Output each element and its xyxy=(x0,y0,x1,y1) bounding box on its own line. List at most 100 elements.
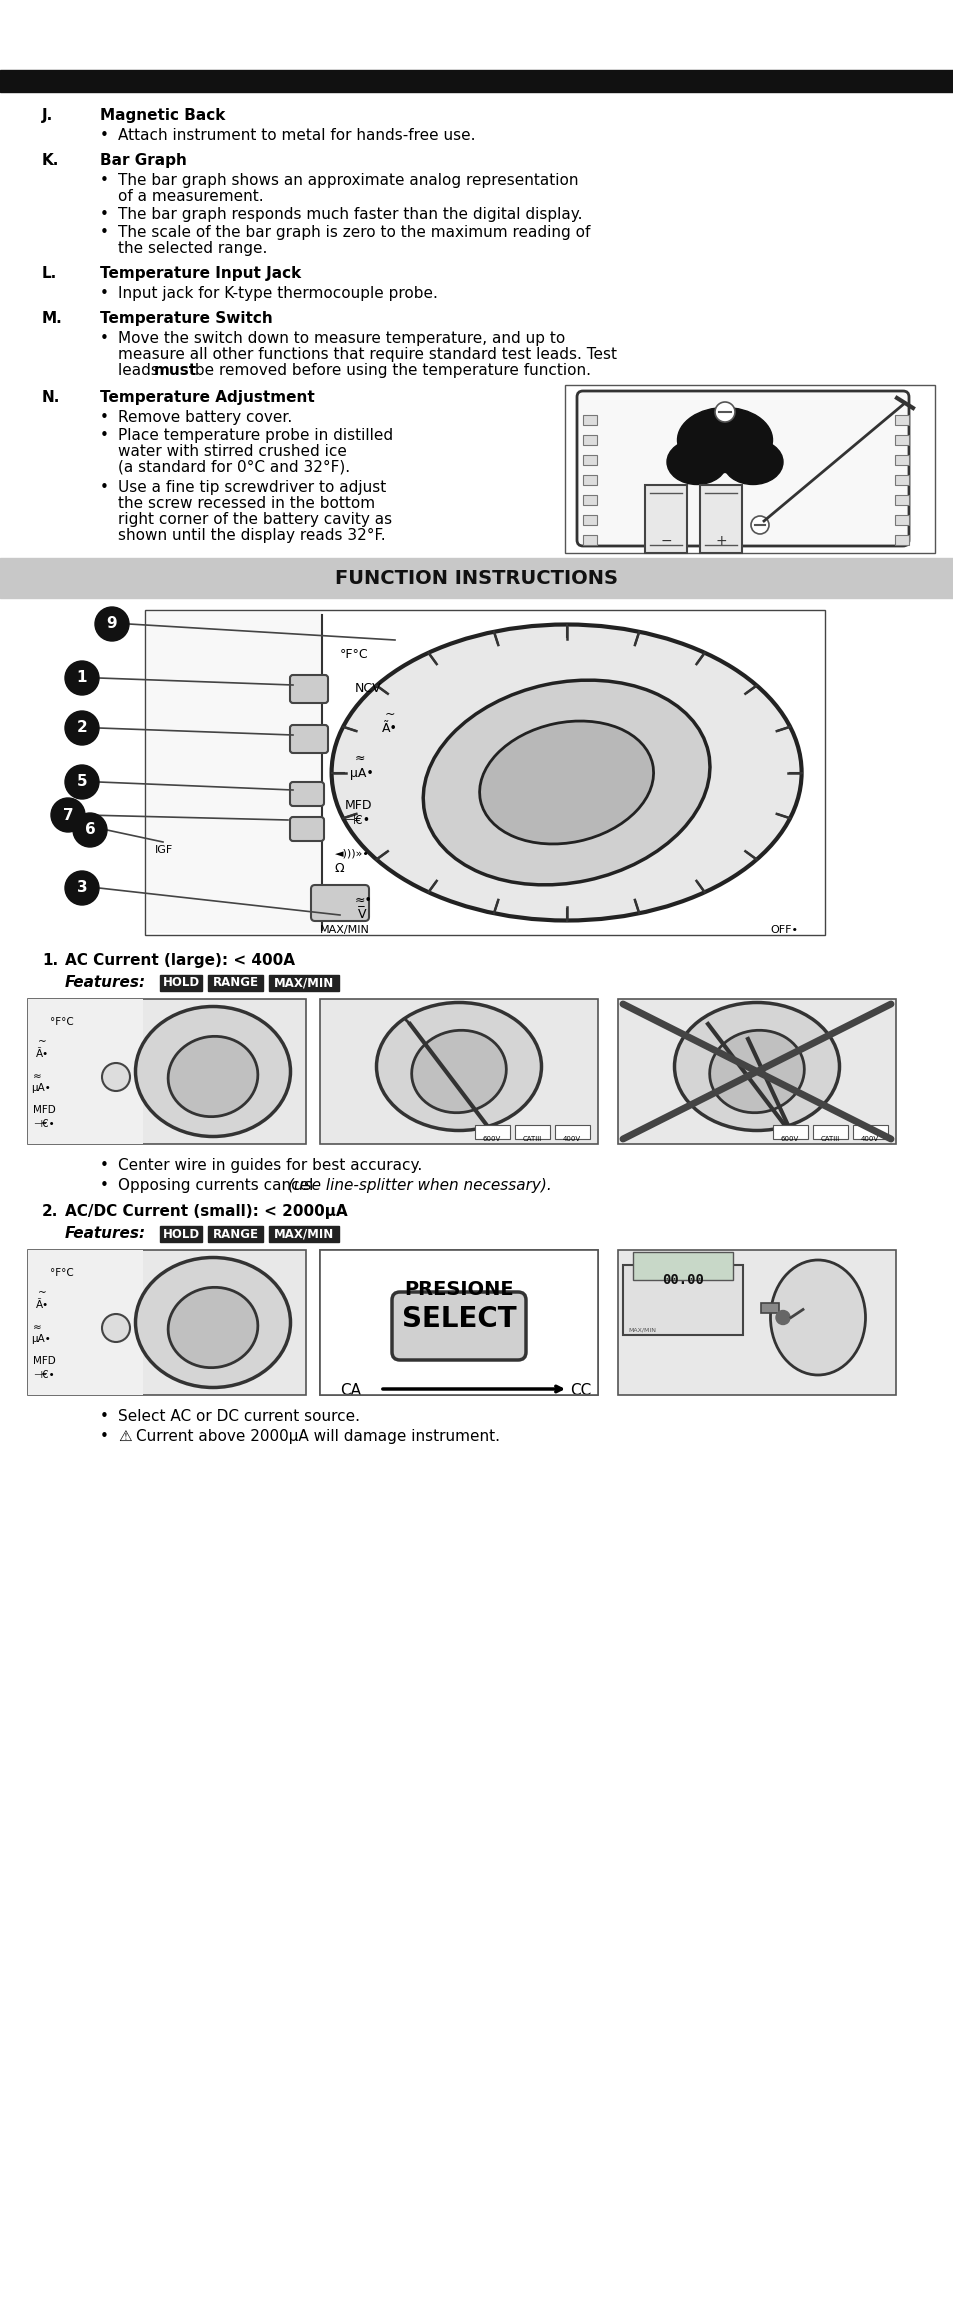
Bar xyxy=(582,436,597,445)
Bar xyxy=(319,999,598,1145)
Bar xyxy=(269,1226,338,1242)
Text: CATIII: CATIII xyxy=(522,1135,541,1142)
Text: AC Current (large): < 400A: AC Current (large): < 400A xyxy=(65,952,294,969)
Bar xyxy=(582,415,597,424)
Text: 3: 3 xyxy=(76,880,88,894)
Bar xyxy=(319,1249,598,1395)
Text: RANGE: RANGE xyxy=(213,975,258,989)
Text: Ã•: Ã• xyxy=(36,1300,49,1309)
Text: 00.00: 00.00 xyxy=(661,1272,703,1286)
Text: measure all other functions that require standard test leads. Test: measure all other functions that require… xyxy=(118,348,617,361)
Circle shape xyxy=(95,607,129,642)
Text: Features:: Features: xyxy=(65,975,146,989)
Bar xyxy=(894,514,908,526)
Bar xyxy=(700,484,741,554)
Bar xyxy=(28,999,143,1145)
Circle shape xyxy=(73,813,107,848)
Text: Ã•: Ã• xyxy=(36,1050,49,1059)
Text: of a measurement.: of a measurement. xyxy=(118,190,263,204)
Text: 5: 5 xyxy=(76,774,88,790)
Text: Place temperature probe in distilled: Place temperature probe in distilled xyxy=(118,429,393,443)
Bar xyxy=(28,1249,306,1395)
Text: •: • xyxy=(100,206,109,222)
Text: 7: 7 xyxy=(63,809,73,823)
Text: •: • xyxy=(100,480,109,496)
Text: shown until the display reads 32°F.: shown until the display reads 32°F. xyxy=(118,528,385,542)
Text: Bar Graph: Bar Graph xyxy=(100,153,187,169)
Text: Opposing currents cancel: Opposing currents cancel xyxy=(118,1177,318,1193)
Ellipse shape xyxy=(376,1003,541,1131)
Text: Features:: Features: xyxy=(65,1226,146,1242)
Text: ⊣€•: ⊣€• xyxy=(33,1369,54,1381)
Text: OFF•: OFF• xyxy=(769,924,797,936)
Bar xyxy=(564,385,934,554)
Text: The bar graph responds much faster than the digital display.: The bar graph responds much faster than … xyxy=(118,206,582,222)
Ellipse shape xyxy=(674,1003,839,1131)
Text: ⊣€•: ⊣€• xyxy=(345,813,371,827)
Circle shape xyxy=(102,1064,130,1091)
Bar xyxy=(894,535,908,544)
Text: Temperature Input Jack: Temperature Input Jack xyxy=(100,266,301,280)
FancyBboxPatch shape xyxy=(290,783,324,806)
Circle shape xyxy=(750,517,768,533)
Text: 1: 1 xyxy=(76,670,87,686)
Text: •: • xyxy=(100,285,109,301)
Text: Remove battery cover.: Remove battery cover. xyxy=(118,410,292,424)
FancyBboxPatch shape xyxy=(290,674,328,702)
Text: ≈: ≈ xyxy=(33,1323,42,1332)
Circle shape xyxy=(714,403,734,422)
Text: •: • xyxy=(100,1158,109,1172)
Bar xyxy=(582,454,597,466)
Text: J.: J. xyxy=(42,109,53,123)
Bar xyxy=(852,1126,887,1140)
Text: ~: ~ xyxy=(385,709,395,721)
Text: •: • xyxy=(100,127,109,144)
Text: SELECT: SELECT xyxy=(401,1304,516,1332)
Text: 2: 2 xyxy=(76,721,88,734)
Text: ≈: ≈ xyxy=(355,753,365,765)
Bar xyxy=(319,1249,598,1395)
Text: NCV: NCV xyxy=(355,681,381,695)
Text: ~: ~ xyxy=(38,1038,47,1047)
Circle shape xyxy=(65,660,99,695)
Text: ⊣€•: ⊣€• xyxy=(33,1119,54,1128)
Bar xyxy=(475,1126,510,1140)
Ellipse shape xyxy=(709,1031,803,1112)
Bar xyxy=(633,1251,732,1279)
Text: PRESIONE: PRESIONE xyxy=(404,1279,514,1300)
Text: 6: 6 xyxy=(85,823,95,836)
Ellipse shape xyxy=(332,626,801,920)
Text: (a standard for 0°C and 32°F).: (a standard for 0°C and 32°F). xyxy=(118,461,350,475)
Text: be removed before using the temperature function.: be removed before using the temperature … xyxy=(190,364,590,378)
FancyBboxPatch shape xyxy=(577,392,908,547)
Ellipse shape xyxy=(412,1031,506,1112)
Text: Temperature Switch: Temperature Switch xyxy=(100,310,273,327)
Bar xyxy=(555,1126,589,1140)
Text: MFD: MFD xyxy=(33,1105,55,1114)
Text: 600V: 600V xyxy=(482,1135,500,1142)
Bar xyxy=(582,475,597,484)
Text: μA•: μA• xyxy=(350,767,374,781)
Bar xyxy=(28,999,306,1145)
Bar xyxy=(582,514,597,526)
Ellipse shape xyxy=(677,408,772,473)
Circle shape xyxy=(65,765,99,799)
Text: RANGE: RANGE xyxy=(213,1228,258,1240)
Text: MFD: MFD xyxy=(33,1355,55,1367)
Text: Input jack for K-type thermocouple probe.: Input jack for K-type thermocouple probe… xyxy=(118,285,437,301)
Bar xyxy=(812,1126,847,1140)
Text: L.: L. xyxy=(42,266,57,280)
Bar xyxy=(618,1249,895,1395)
Bar xyxy=(760,1302,779,1311)
Text: °F°C: °F°C xyxy=(50,1017,73,1026)
Text: HOLD: HOLD xyxy=(162,1228,199,1240)
Ellipse shape xyxy=(666,440,726,484)
Bar xyxy=(147,612,322,934)
Text: °F°C: °F°C xyxy=(339,649,368,660)
Bar xyxy=(269,975,338,992)
Bar xyxy=(894,415,908,424)
Text: The bar graph shows an approximate analog representation: The bar graph shows an approximate analo… xyxy=(118,174,578,188)
Bar xyxy=(582,496,597,505)
Text: AC​/​DC Current (small): < 2000μA: AC​/​DC Current (small): < 2000μA xyxy=(65,1205,347,1219)
Text: −: − xyxy=(659,533,671,549)
